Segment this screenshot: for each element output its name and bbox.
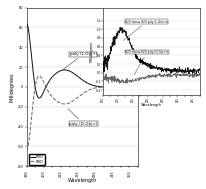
Text: H2O minus H2O poly (D-Glu+)n: H2O minus H2O poly (D-Glu+)n bbox=[125, 50, 169, 75]
X-axis label: Wavelength: Wavelength bbox=[68, 178, 97, 183]
Text: poly (L-Glu+): poly (L-Glu+) bbox=[63, 52, 97, 69]
Text: H2O minus H2O poly (L-Glu+)n: H2O minus H2O poly (L-Glu+)n bbox=[123, 20, 168, 41]
X-axis label: Wavelength: Wavelength bbox=[141, 103, 162, 107]
Y-axis label: Millidegrees: Millidegrees bbox=[90, 40, 94, 62]
Legend: RDD, RDD: RDD, RDD bbox=[28, 154, 45, 165]
Y-axis label: Millidegrees: Millidegrees bbox=[10, 72, 15, 102]
Text: poly (D-Glu+): poly (D-Glu+) bbox=[68, 109, 97, 126]
